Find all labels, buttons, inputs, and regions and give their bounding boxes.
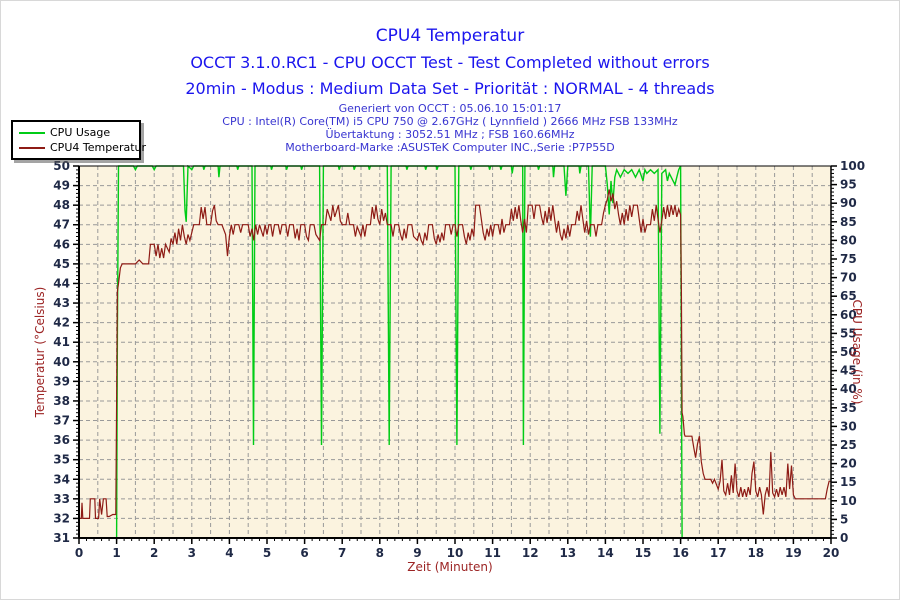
svg-text:44: 44 [53,276,70,290]
svg-text:18: 18 [747,546,764,560]
svg-text:95: 95 [840,178,857,192]
svg-text:80: 80 [840,233,857,247]
cpu-info-line: CPU : Intel(R) Core(TM) i5 CPU 750 @ 2.6… [222,115,678,128]
svg-text:32: 32 [53,511,70,525]
svg-text:75: 75 [840,252,857,266]
svg-text:35: 35 [53,453,70,467]
svg-text:14: 14 [597,546,614,560]
svg-text:50: 50 [840,345,857,359]
svg-text:48: 48 [53,198,70,212]
svg-text:37: 37 [53,414,70,428]
svg-text:8: 8 [376,546,384,560]
svg-text:19: 19 [785,546,802,560]
svg-text:43: 43 [53,296,70,310]
svg-text:70: 70 [840,271,857,285]
test-result-subtitle: OCCT 3.1.0.RC1 - CPU OCCT Test - Test Co… [190,53,710,72]
svg-text:2: 2 [150,546,158,560]
svg-text:10: 10 [840,494,857,508]
svg-text:40: 40 [840,382,857,396]
svg-text:6: 6 [300,546,308,560]
legend-label: CPU Usage [50,126,111,139]
y-axis-title-left: Temperatur (°Celsius) [33,286,47,418]
svg-text:0: 0 [75,546,83,560]
legend-item-cpu4-temperatur: CPU4 Temperatur [17,140,146,155]
svg-text:41: 41 [53,335,70,349]
svg-text:17: 17 [710,546,727,560]
svg-text:20: 20 [840,457,857,471]
svg-text:13: 13 [559,546,576,560]
svg-text:39: 39 [53,374,70,388]
svg-text:1: 1 [112,546,120,560]
svg-text:45: 45 [53,257,70,271]
svg-text:7: 7 [338,546,346,560]
svg-text:10: 10 [447,546,464,560]
svg-text:65: 65 [840,289,857,303]
y-axis-title-right: CPU Usage (in %) [850,299,864,405]
svg-text:5: 5 [840,512,848,526]
svg-text:20: 20 [823,546,840,560]
x-axis-title: Zeit (Minuten) [407,560,493,574]
svg-text:15: 15 [635,546,652,560]
chart-header: CPU4 Temperatur OCCT 3.1.0.RC1 - CPU OCC… [1,23,899,154]
svg-text:49: 49 [53,179,70,193]
svg-text:16: 16 [672,546,689,560]
svg-text:11: 11 [484,546,501,560]
svg-text:30: 30 [840,419,857,433]
overclock-info-line: Übertaktung : 3052.51 MHz ; FSB 160.66MH… [325,128,575,141]
svg-text:55: 55 [840,326,857,340]
svg-text:100: 100 [840,159,865,173]
cpu4-temp-line-swatch [19,146,45,149]
svg-text:50: 50 [53,159,70,173]
svg-text:9: 9 [413,546,421,560]
svg-text:33: 33 [53,492,70,506]
motherboard-info-line: Motherboard-Marke :ASUSTeK Computer INC.… [285,141,615,154]
chart-legend: CPU Usage CPU4 Temperatur [11,120,146,160]
svg-text:40: 40 [53,355,70,369]
svg-text:12: 12 [522,546,539,560]
svg-text:42: 42 [53,316,70,330]
cpu-usage-line-swatch [19,131,45,134]
svg-text:5: 5 [263,546,271,560]
legend-item-cpu-usage: CPU Usage [17,125,135,140]
svg-text:35: 35 [840,401,857,415]
generated-info-line: Generiert von OCCT : 05.06.10 15:01:17 [338,102,562,115]
svg-text:25: 25 [840,438,857,452]
svg-text:15: 15 [840,475,857,489]
svg-text:3: 3 [188,546,196,560]
test-settings-subtitle: 20min - Modus : Medium Data Set - Priori… [185,79,715,98]
svg-text:4: 4 [225,546,233,560]
legend-label: CPU4 Temperatur [50,141,147,154]
svg-text:36: 36 [53,433,70,447]
svg-text:46: 46 [53,237,70,251]
svg-text:38: 38 [53,394,70,408]
svg-text:0: 0 [840,531,848,545]
svg-text:90: 90 [840,196,857,210]
svg-text:31: 31 [53,531,70,545]
svg-text:60: 60 [840,308,857,322]
svg-text:85: 85 [840,215,857,229]
svg-text:45: 45 [840,364,857,378]
page-title: CPU4 Temperatur [375,26,525,46]
svg-text:34: 34 [53,472,70,486]
svg-text:47: 47 [53,218,70,232]
